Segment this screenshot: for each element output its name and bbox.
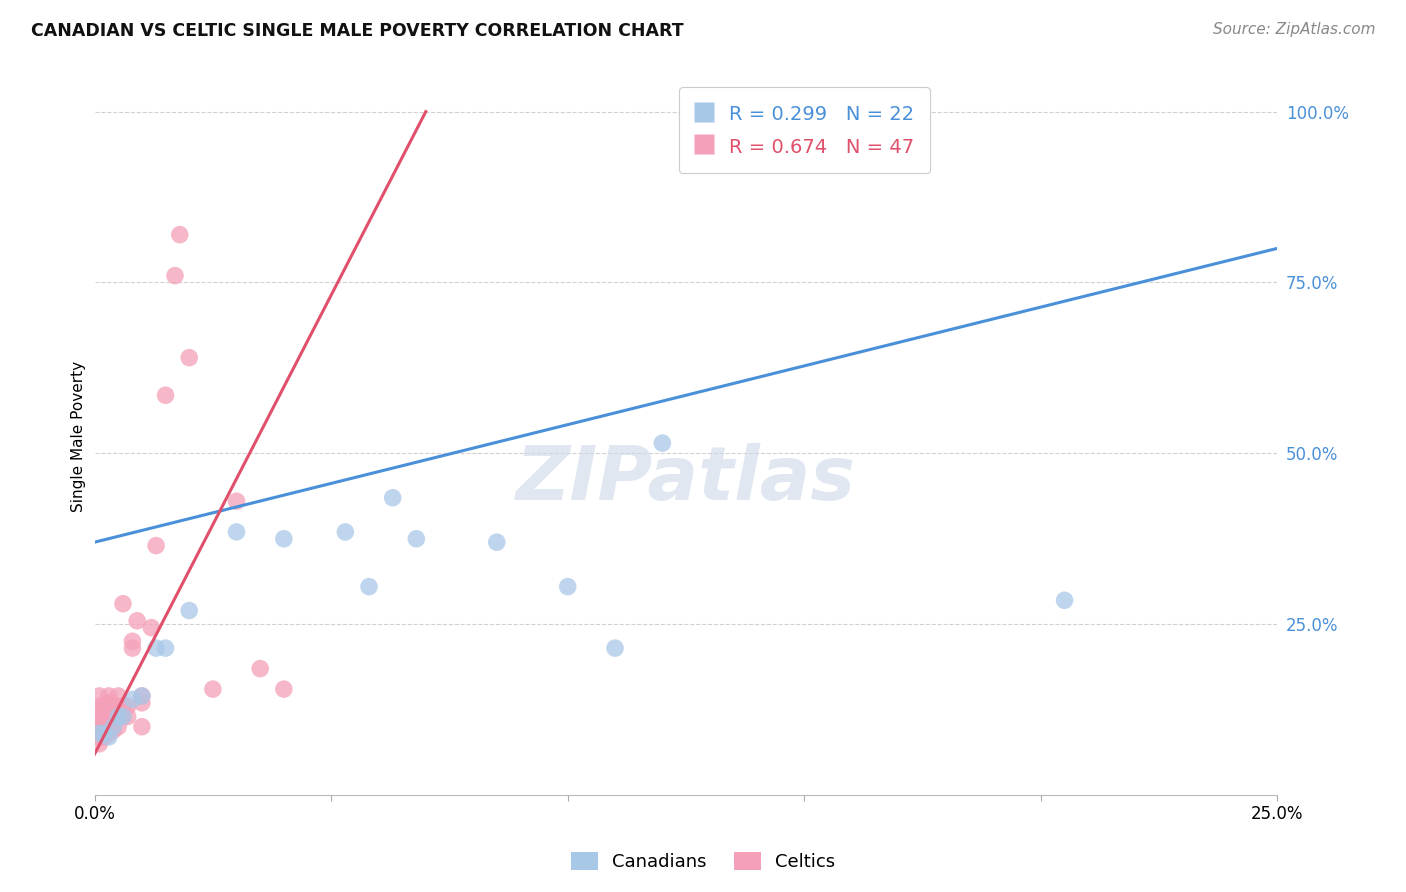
Point [89, 720, 111, 734]
Point [97, 730, 120, 744]
Point [93, 699, 115, 714]
Point [117, 709, 139, 723]
Point [273, 682, 295, 697]
Point [103, 699, 125, 714]
Point [93, 730, 115, 744]
Point [225, 494, 247, 508]
Point [131, 720, 153, 734]
Point [97, 689, 120, 703]
Text: ZIPatlas: ZIPatlas [516, 442, 856, 516]
Point [107, 699, 129, 714]
Point [117, 699, 139, 714]
Point [145, 641, 167, 656]
Point [89, 706, 111, 720]
Point [97, 726, 120, 740]
Point [405, 532, 427, 546]
Point [155, 641, 177, 656]
Point [121, 641, 143, 656]
Point [121, 692, 143, 706]
Point [127, 614, 149, 628]
Point [89, 726, 111, 740]
Y-axis label: Single Male Poverty: Single Male Poverty [72, 360, 86, 512]
Point [131, 689, 153, 703]
Point [169, 227, 191, 242]
Point [131, 696, 153, 710]
Point [107, 709, 129, 723]
Point [111, 699, 134, 714]
Point [141, 621, 163, 635]
Point [103, 723, 125, 738]
Point [225, 524, 247, 539]
Point [93, 720, 115, 734]
Point [201, 682, 224, 697]
Point [145, 539, 167, 553]
Point [381, 491, 404, 505]
Point [93, 726, 115, 740]
Point [97, 709, 120, 723]
Point [485, 535, 508, 549]
Point [107, 689, 129, 703]
Point [335, 524, 357, 539]
Text: CANADIAN VS CELTIC SINGLE MALE POVERTY CORRELATION CHART: CANADIAN VS CELTIC SINGLE MALE POVERTY C… [31, 22, 683, 40]
Point [89, 689, 111, 703]
Point [93, 723, 115, 738]
Point [155, 388, 177, 402]
Point [651, 436, 673, 450]
Point [97, 696, 120, 710]
Point [111, 709, 134, 723]
Point [93, 709, 115, 723]
Point [89, 699, 111, 714]
Point [89, 716, 111, 731]
Point [163, 268, 186, 283]
Point [131, 689, 153, 703]
Point [89, 737, 111, 751]
Point [179, 351, 201, 365]
Legend: R = 0.299   N = 22, R = 0.674   N = 47: R = 0.299 N = 22, R = 0.674 N = 47 [679, 87, 929, 173]
Point [111, 597, 134, 611]
Text: Source: ZipAtlas.com: Source: ZipAtlas.com [1212, 22, 1375, 37]
Point [103, 709, 125, 723]
Point [1053, 593, 1076, 607]
Point [273, 532, 295, 546]
Point [97, 720, 120, 734]
Point [111, 709, 134, 723]
Point [89, 709, 111, 723]
Point [179, 603, 201, 617]
Point [249, 662, 271, 676]
Legend: Canadians, Celtics: Canadians, Celtics [564, 845, 842, 879]
Point [107, 720, 129, 734]
Point [357, 580, 380, 594]
Point [107, 709, 129, 723]
Point [103, 720, 125, 734]
Point [89, 730, 111, 744]
Point [603, 641, 626, 656]
Point [557, 580, 579, 594]
Point [121, 634, 143, 648]
Point [89, 726, 111, 740]
